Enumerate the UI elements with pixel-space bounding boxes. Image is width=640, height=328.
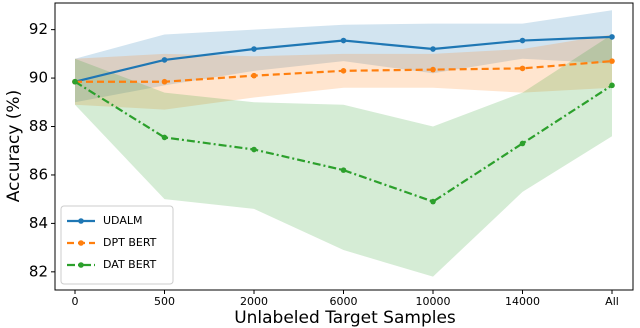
x-tick-label: 6000 [330,295,358,308]
y-axis-label: Accuracy (%) [4,90,24,202]
point [340,37,347,44]
x-tick-label: 0 [72,295,79,308]
error-band [75,34,612,277]
point [609,34,615,40]
point [161,134,168,141]
point [519,37,526,44]
point [430,46,436,52]
legend-marker [78,240,84,246]
y-tick-label: 86 [29,165,48,183]
x-tick-label: 500 [154,295,175,308]
x-tick-label: 10000 [416,295,451,308]
legend-label: DAT BERT [103,258,157,271]
y-tick-label: 92 [29,20,48,38]
legend-label: UDALM [103,214,142,227]
point [430,198,436,205]
point [251,146,257,153]
legend-label: DPT BERT [103,236,157,249]
point [161,57,168,63]
point [251,72,257,79]
x-axis-label: Unlabeled Target Samples [234,308,456,328]
point [609,58,615,64]
y-tick-label: 84 [29,214,48,232]
plot-frame [54,2,634,291]
x-tick-label: 2000 [240,295,268,308]
legend: UDALM DPT BERT DAT BERT [60,205,174,285]
point [519,65,526,72]
point [161,78,168,85]
error-band [75,10,612,103]
x-tick-label: All [605,295,619,308]
y-tick-label: 82 [29,262,48,280]
y-tick-label: 90 [29,69,48,87]
point [519,140,526,147]
legend-marker [78,218,84,224]
point [340,167,347,173]
point [609,82,615,89]
legend-marker [78,262,84,268]
point [430,66,436,73]
point [72,78,78,85]
point [251,46,257,52]
x-tick-label: 14000 [505,295,540,308]
y-tick-label: 88 [29,117,48,135]
point [340,68,347,74]
